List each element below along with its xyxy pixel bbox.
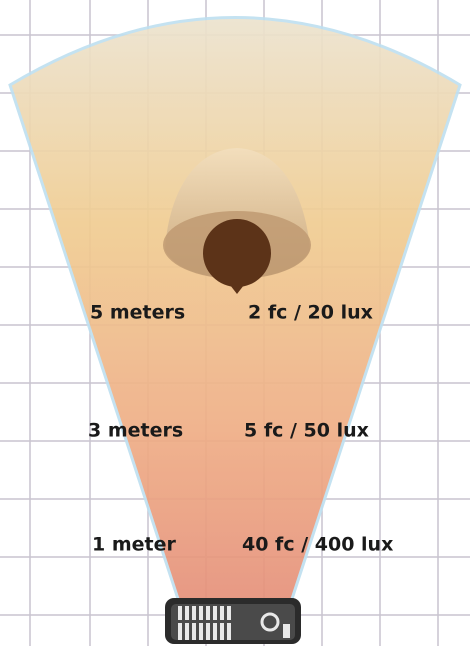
illuminance-label: 2 fc / 20 lux <box>248 302 373 324</box>
projector <box>165 598 301 644</box>
illuminance-label: 5 fc / 50 lux <box>244 420 369 442</box>
illuminance-label: 40 fc / 400 lux <box>242 534 393 556</box>
distance-label: 1 meter <box>92 534 176 556</box>
light-cone <box>10 18 460 606</box>
distance-label: 5 meters <box>90 302 185 324</box>
distance-label: 3 meters <box>88 420 183 442</box>
diagram: 5 meters 2 fc / 20 lux 3 meters 5 fc / 5… <box>0 0 470 646</box>
